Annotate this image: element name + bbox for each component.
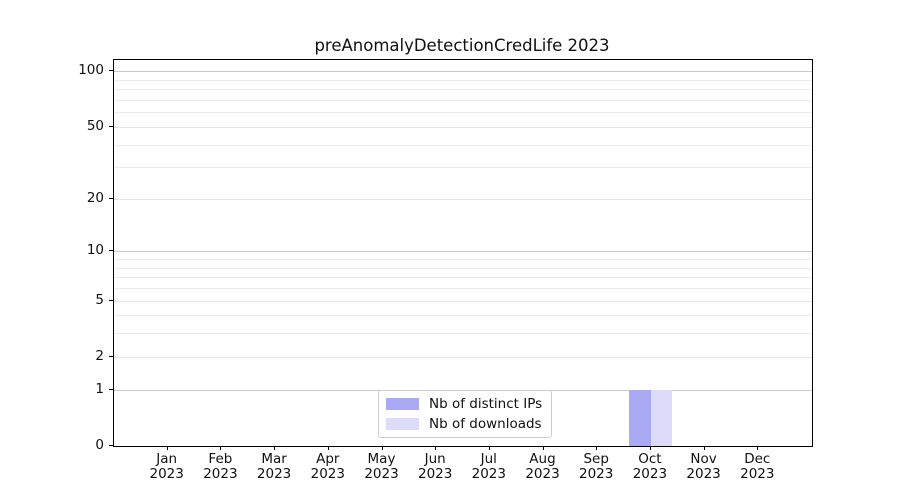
gridline-minor <box>114 112 812 114</box>
y-tick-mark <box>109 250 113 252</box>
y-tick-mark <box>109 445 113 446</box>
gridline-minor <box>114 144 812 146</box>
legend-swatch-distinct-ips <box>386 398 419 410</box>
x-tick-mark <box>649 446 651 450</box>
legend: Nb of distinct IPs Nb of downloads <box>378 390 553 438</box>
x-tick-label: Sep 2023 <box>579 451 614 482</box>
y-tick-label: 0 <box>95 437 104 453</box>
gridline-minor <box>114 99 812 101</box>
x-tick-mark <box>703 446 705 450</box>
y-tick-mark <box>109 355 113 357</box>
x-tick-label: Apr 2023 <box>310 451 345 482</box>
gridline-major <box>114 251 812 253</box>
chart-title: preAnomalyDetectionCredLife 2023 <box>314 36 610 55</box>
x-tick-label: Mar 2023 <box>256 451 292 482</box>
x-tick-label: Dec 2023 <box>740 451 775 482</box>
gridline-minor <box>114 267 812 269</box>
x-tick-label: Jul 2023 <box>471 451 506 482</box>
x-tick-mark <box>274 446 276 450</box>
y-tick-label: 50 <box>86 117 104 134</box>
gridline-minor <box>114 167 812 169</box>
x-tick-mark <box>488 446 490 450</box>
gridline-minor <box>114 315 812 317</box>
y-tick-mark <box>109 125 113 127</box>
y-tick-mark <box>109 388 113 390</box>
legend-label-distinct-ips: Nb of distinct IPs <box>429 396 543 412</box>
x-tick-label: May 2023 <box>364 451 399 482</box>
y-tick-mark <box>109 299 113 301</box>
gridline-minor <box>114 79 812 81</box>
plot-area <box>113 59 813 447</box>
legend-row-downloads: Nb of downloads <box>386 416 542 432</box>
x-tick-label: Oct 2023 <box>632 451 668 482</box>
legend-swatch-downloads <box>386 418 419 430</box>
x-tick-mark <box>381 446 383 450</box>
y-tick-label: 1 <box>95 380 104 397</box>
bar-nb-of-distinct-ips-oct-2023 <box>629 389 651 446</box>
x-tick-mark <box>220 446 222 450</box>
bar-nb-of-downloads-oct-2023 <box>650 389 673 446</box>
y-tick-label: 100 <box>78 62 104 79</box>
x-tick-label: Nov 2023 <box>686 451 721 482</box>
legend-label-downloads: Nb of downloads <box>429 416 542 432</box>
x-tick-mark <box>327 446 329 450</box>
x-tick-label: Aug 2023 <box>525 451 560 482</box>
x-tick-mark <box>757 446 759 450</box>
x-tick-label: Feb 2023 <box>203 451 238 482</box>
gridline-minor <box>114 259 812 260</box>
y-tick-label: 2 <box>95 347 104 364</box>
x-tick-mark <box>596 446 598 450</box>
gridline-minor <box>114 288 812 289</box>
x-tick-label: Jun 2023 <box>418 451 453 482</box>
x-tick-mark <box>435 446 437 450</box>
gridline-major <box>114 71 812 73</box>
x-tick-label: Jan 2023 <box>149 451 184 482</box>
gridline <box>114 126 812 128</box>
legend-row-distinct-ips: Nb of distinct IPs <box>386 396 542 412</box>
y-tick-mark <box>109 70 113 72</box>
y-tick-label: 5 <box>95 291 104 308</box>
gridline <box>114 356 812 358</box>
y-tick-label: 20 <box>86 189 104 206</box>
x-tick-mark <box>166 446 168 450</box>
x-tick-mark <box>542 446 544 450</box>
gridline-minor <box>114 89 812 91</box>
y-tick-mark <box>109 197 113 199</box>
gridline <box>114 300 812 302</box>
gridline <box>114 198 812 200</box>
y-tick-label: 10 <box>86 242 104 259</box>
gridline-minor <box>114 333 812 335</box>
gridline-minor <box>114 277 812 279</box>
